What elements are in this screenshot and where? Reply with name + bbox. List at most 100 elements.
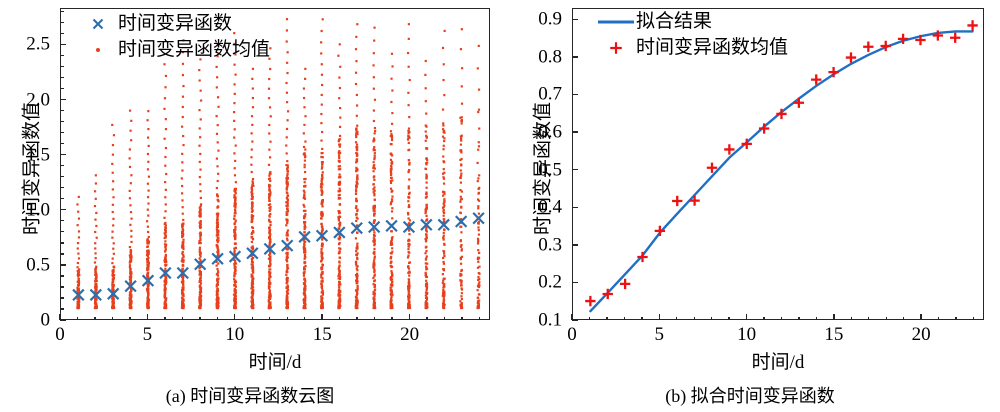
y-tick-a [60, 54, 64, 57]
dot-marker-icon [78, 39, 118, 61]
line-marker-icon [596, 11, 636, 33]
y-tick-a [60, 43, 66, 46]
y-axis-label-b: 时间变异函数值 [532, 102, 554, 236]
x-tick-a [251, 316, 253, 320]
y-tick-b [572, 244, 578, 246]
x-tick-a [286, 316, 288, 320]
x-tick-a [199, 316, 201, 320]
y-tick-label-a: 1.0 [26, 199, 50, 221]
y-tick-b [572, 168, 578, 171]
caption-b: (b) 拟合时间变异函数 [665, 386, 835, 406]
legend-label-variogram-mean-b: 时间变异函数均值 [636, 37, 789, 58]
x-tick-a [234, 314, 236, 320]
y-tick-label-b: 0.1 [538, 309, 562, 331]
x-tick-b [693, 316, 695, 320]
x-tick-label-b: 10 [737, 324, 757, 345]
plot-area-b [572, 8, 984, 320]
legend-item-variogram[interactable]: 时间变异函数 [78, 12, 270, 36]
y-tick-label-a: 0 [40, 309, 51, 331]
x-tick-a [269, 316, 271, 320]
y-tick-label-a: 0.5 [26, 254, 50, 276]
x-tick-a [59, 314, 61, 320]
y-tick-a [60, 109, 64, 112]
legend-item-variogram-mean[interactable]: 时间变异函数均值 [78, 38, 270, 62]
y-tick-a [60, 10, 64, 12]
x-tick-a [216, 316, 218, 320]
y-tick-a [60, 120, 64, 123]
x-tick-label-b: 20 [911, 324, 931, 345]
x-tick-b [676, 316, 678, 320]
x-tick-label-a: 5 [142, 324, 153, 345]
x-tick-label-b: 0 [567, 324, 577, 345]
y-tick-label-b: 0.2 [538, 271, 562, 293]
x-tick-b [780, 316, 783, 320]
x-tick-b [588, 316, 591, 320]
y-tick-label-b: 0.3 [538, 234, 562, 256]
y-tick-a [60, 297, 64, 299]
x-tick-b [571, 314, 573, 320]
fitted-curve-b [585, 20, 978, 313]
y-tick-a [60, 264, 66, 266]
y-axis-label-a: 时间变异函数值 [21, 102, 43, 236]
y-tick-b [572, 93, 578, 96]
y-tick-a [60, 198, 64, 200]
y-tick-a [60, 209, 66, 211]
y-tick-b [572, 18, 578, 20]
x-tick-a [304, 316, 306, 320]
y-tick-label-b: 0.8 [538, 46, 562, 68]
y-tick-a [60, 319, 66, 321]
x-tick-b [937, 316, 940, 320]
y-tick-label-b: 0.9 [538, 8, 562, 30]
y-tick-b [572, 56, 578, 58]
y-tick-a [60, 153, 66, 156]
y-tick-label-a: 1.5 [26, 144, 50, 166]
legend-item-fit[interactable]: 拟合结果 [596, 10, 788, 34]
x-tick-label-a: 10 [225, 324, 245, 345]
y-tick-label-b: 0.6 [538, 121, 562, 143]
legend-label-variogram-mean: 时间变异函数均值 [118, 39, 271, 60]
x-tick-b [868, 316, 870, 320]
x-tick-b [658, 314, 660, 320]
y-tick-a [60, 231, 64, 233]
y-tick-a [60, 308, 64, 310]
x-marker-icon [78, 13, 118, 35]
y-tick-label-b: 0.5 [538, 159, 562, 181]
x-tick-b [920, 314, 922, 320]
y-tick-a [60, 220, 64, 222]
y-tick-label-b: 0.4 [538, 196, 562, 218]
y-tick-b [572, 206, 578, 208]
y-tick-label-a: 2.5 [26, 33, 50, 55]
legend-a: 时间变异函数 时间变异函数均值 [78, 12, 270, 62]
x-tick-label-a: 0 [55, 324, 65, 345]
x-tick-label-b: 5 [654, 324, 665, 345]
x-tick-a [94, 316, 96, 320]
caption-a: (a) 时间变异函数云图 [165, 386, 335, 406]
y-tick-a [60, 142, 64, 145]
plus-marker-icon [596, 37, 636, 59]
y-tick-b [572, 131, 578, 133]
legend-item-variogram-mean-b[interactable]: 时间变异函数均值 [596, 36, 788, 60]
y-tick-b [572, 319, 578, 321]
y-tick-a [60, 253, 64, 255]
x-tick-label-a: 20 [400, 324, 420, 345]
x-tick-b [902, 316, 905, 320]
x-tick-a [478, 316, 481, 320]
x-tick-b [641, 316, 643, 320]
x-tick-a [443, 316, 446, 320]
x-tick-b [710, 316, 713, 320]
y-tick-label-a: 2.0 [26, 89, 50, 110]
x-tick-a [129, 316, 131, 320]
y-tick-a [60, 286, 64, 288]
x-tick-label-a: 15 [312, 324, 332, 345]
x-tick-b [798, 316, 800, 320]
x-tick-b [728, 316, 730, 320]
y-tick-a [60, 87, 64, 90]
x-tick-b [623, 316, 626, 320]
y-tick-a [60, 242, 64, 244]
x-tick-a [111, 316, 114, 320]
x-tick-b [745, 314, 748, 320]
scatter-cloud-a [72, 18, 485, 310]
x-axis-label-b: 时间/d [751, 352, 805, 373]
x-tick-a [76, 316, 79, 320]
panel-a: 时间变异函数 时间变异函数均值 0 5 10 15 20 0 0.5 1.0 1.5 2.0 2.… [21, 8, 490, 406]
